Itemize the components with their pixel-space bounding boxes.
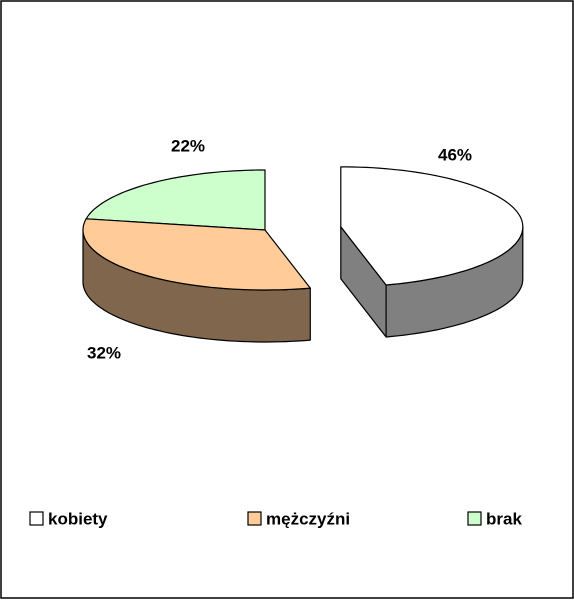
legend-swatch: [247, 511, 262, 526]
legend-label: kobiety: [48, 509, 108, 528]
legend-swatch: [29, 511, 44, 526]
slice: [85, 169, 266, 231]
data-label: 46%: [438, 145, 472, 164]
legend-swatch: [467, 511, 482, 526]
data-label: 32%: [87, 343, 121, 362]
slice: [340, 166, 524, 286]
data-label: 22%: [171, 136, 205, 155]
legend-label: mężczyźni: [266, 509, 350, 528]
legend-label: brak: [486, 509, 522, 528]
slice: [82, 218, 311, 291]
